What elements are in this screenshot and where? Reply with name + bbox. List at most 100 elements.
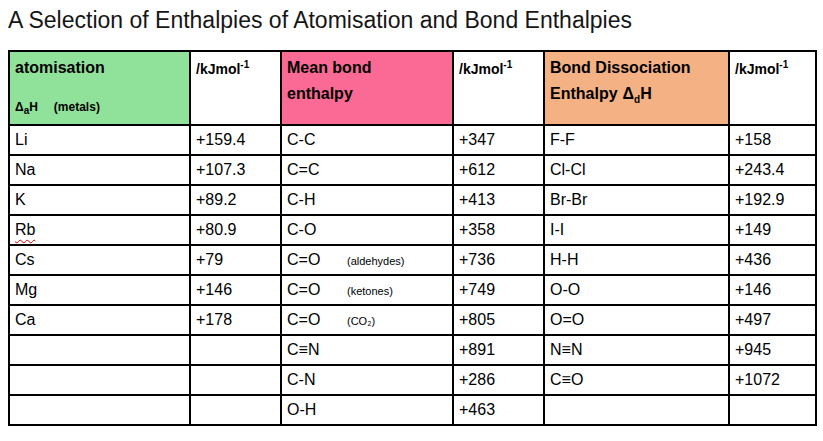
table-row: Ca +178 C=O(CO₂) +805 O=O +497 xyxy=(9,305,816,335)
dissociation-label: Cl-Cl xyxy=(550,161,586,178)
atom-label: Na xyxy=(15,161,35,178)
dissociation-cell: Br-Br xyxy=(544,185,729,215)
dissociation-value-cell: +436 xyxy=(729,245,816,275)
dissociation-value: +146 xyxy=(735,281,771,298)
atom-value-cell xyxy=(190,365,281,395)
bond-value: +612 xyxy=(459,161,495,178)
dissociation-header-line1: Bond Dissociation xyxy=(550,55,723,81)
bond-cell: C=O(CO₂) xyxy=(281,305,453,335)
atom-value: +79 xyxy=(196,251,223,268)
bond-label: C=O xyxy=(287,251,347,269)
bond-label: C-O xyxy=(287,221,347,239)
dissociation-cell xyxy=(544,395,729,425)
bond-cell: C=C xyxy=(281,155,453,185)
dissociation-cell: O=O xyxy=(544,305,729,335)
bond-label: C-N xyxy=(287,371,347,389)
atom-cell xyxy=(9,335,190,365)
bond-value-cell: +805 xyxy=(453,305,544,335)
bond-value: +413 xyxy=(459,191,495,208)
dissociation-label: H-H xyxy=(550,251,578,268)
bond-label: C-H xyxy=(287,191,347,209)
dissociation-label: N≡N xyxy=(550,341,582,358)
bond-value-cell: +891 xyxy=(453,335,544,365)
dissociation-value: +243.4 xyxy=(735,161,784,178)
dissociation-value: +945 xyxy=(735,341,771,358)
bond-value-cell: +358 xyxy=(453,215,544,245)
dissociation-cell: C≡O xyxy=(544,365,729,395)
atom-cell xyxy=(9,365,190,395)
table-row: C≡N +891 N≡N +945 xyxy=(9,335,816,365)
dissociation-value-cell: +149 xyxy=(729,215,816,245)
dissociation-label: F-F xyxy=(550,131,575,148)
atom-cell: Na xyxy=(9,155,190,185)
dissociation-label: I-I xyxy=(550,221,564,238)
bond-value: +736 xyxy=(459,251,495,268)
mean-bond-header-line1: Mean bond xyxy=(287,55,447,81)
bond-value: +891 xyxy=(459,341,495,358)
atom-value-cell: +159.4 xyxy=(190,125,281,155)
atom-value: +146 xyxy=(196,281,232,298)
bond-value: +805 xyxy=(459,311,495,328)
table-row: K +89.2 C-H +413 Br-Br +192.9 xyxy=(9,185,816,215)
dissociation-cell: H-H xyxy=(544,245,729,275)
table-row: Na +107.3 C=C +612 Cl-Cl +243.4 xyxy=(9,155,816,185)
atom-value-cell: +146 xyxy=(190,275,281,305)
table-row: Cs +79 C=O(aldehydes) +736 H-H +436 xyxy=(9,245,816,275)
atom-label: Mg xyxy=(15,281,37,298)
bond-cell: O-H xyxy=(281,395,453,425)
atom-value-cell: +89.2 xyxy=(190,185,281,215)
dissociation-cell: F-F xyxy=(544,125,729,155)
atom-cell: Mg xyxy=(9,275,190,305)
atom-cell xyxy=(9,395,190,425)
atomisation-header-symbol: ΔaH(metals) xyxy=(15,99,184,119)
atom-value: +89.2 xyxy=(196,191,236,208)
atom-label: Ca xyxy=(15,311,35,328)
bond-value-cell: +612 xyxy=(453,155,544,185)
bond-label: C=C xyxy=(287,161,347,179)
page-title: A Selection of Enthalpies of Atomisation… xyxy=(8,7,823,34)
bond-value-cell: +413 xyxy=(453,185,544,215)
dissociation-label: O=O xyxy=(550,311,584,328)
atom-cell: Ca xyxy=(9,305,190,335)
table-row: Mg +146 C=O(ketones) +749 O-O +146 xyxy=(9,275,816,305)
atomisation-header-cell: atomisation ΔaH(metals) xyxy=(9,51,190,125)
dissociation-value-cell: +146 xyxy=(729,275,816,305)
dissociation-value-cell xyxy=(729,395,816,425)
dissociation-cell: O-O xyxy=(544,275,729,305)
bond-value: +347 xyxy=(459,131,495,148)
bond-note: (aldehydes) xyxy=(347,255,404,267)
atom-value-cell: +79 xyxy=(190,245,281,275)
mean-bond-header-cell: Mean bond enthalpy xyxy=(281,51,453,125)
atom-value: +178 xyxy=(196,311,232,328)
atomisation-header-title: atomisation xyxy=(15,55,184,81)
atom-value-cell: +178 xyxy=(190,305,281,335)
atom-label: Cs xyxy=(15,251,35,268)
bond-label: C=O xyxy=(287,311,347,329)
bond-note: (ketones) xyxy=(347,285,393,297)
table-row: Rb +80.9 C-O +358 I-I +149 xyxy=(9,215,816,245)
dissociation-header-cell: Bond Dissociation EnthalpyΔdH xyxy=(544,51,729,125)
bond-value: +358 xyxy=(459,221,495,238)
dissociation-value-cell: +1072 xyxy=(729,365,816,395)
atom-value: +80.9 xyxy=(196,221,236,238)
bond-cell: C-O xyxy=(281,215,453,245)
bond-cell: C=O(ketones) xyxy=(281,275,453,305)
dissociation-unit-cell: /kJmol-1 xyxy=(729,51,816,125)
dissociation-value: +149 xyxy=(735,221,771,238)
atom-cell: K xyxy=(9,185,190,215)
atom-cell: Cs xyxy=(9,245,190,275)
atom-value-cell xyxy=(190,395,281,425)
dissociation-cell: I-I xyxy=(544,215,729,245)
dissociation-value: +436 xyxy=(735,251,771,268)
bond-label: C-C xyxy=(287,131,347,149)
dissociation-cell: N≡N xyxy=(544,335,729,365)
atom-value: +159.4 xyxy=(196,131,245,148)
dissociation-value-cell: +945 xyxy=(729,335,816,365)
dissociation-symbol: ΔdH xyxy=(623,85,652,102)
atom-value: +107.3 xyxy=(196,161,245,178)
bond-value: +286 xyxy=(459,371,495,388)
bond-value-cell: +347 xyxy=(453,125,544,155)
bond-label: C≡N xyxy=(287,341,347,359)
dissociation-header-line2: EnthalpyΔdH xyxy=(550,81,723,113)
dissociation-value-cell: +192.9 xyxy=(729,185,816,215)
